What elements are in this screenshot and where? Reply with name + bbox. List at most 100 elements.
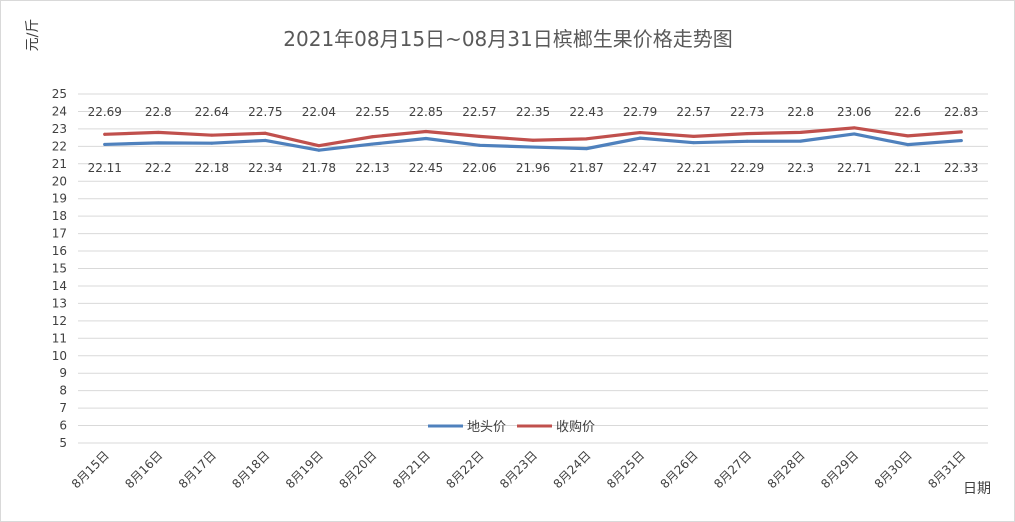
data-point-0 xyxy=(103,142,107,146)
data-label-0: 22.45 xyxy=(409,161,443,175)
y-tick-label: 7 xyxy=(59,401,67,415)
data-point-0 xyxy=(959,139,963,143)
x-tick-label: 8月19日 xyxy=(283,448,326,491)
data-point-1 xyxy=(156,130,160,134)
data-label-0: 22.18 xyxy=(195,161,229,175)
data-point-0 xyxy=(692,141,696,145)
data-label-0: 22.2 xyxy=(145,161,172,175)
data-label-1: 22.8 xyxy=(787,105,814,119)
y-tick-label: 9 xyxy=(59,366,67,380)
x-tick-label: 8月26日 xyxy=(658,448,701,491)
y-tick-label: 25 xyxy=(52,87,67,101)
x-tick-label: 8月23日 xyxy=(497,448,540,491)
legend-label-shougoujia: 收购价 xyxy=(556,419,595,435)
y-axis-ticks: 5 6 7 8 9 10 11 12 13 14 15 16 17 18 19 20 21 22 23 24 25 xyxy=(52,87,67,450)
data-point-0 xyxy=(477,143,481,147)
data-label-0: 22.29 xyxy=(730,161,764,175)
x-tick-label: 8月29日 xyxy=(818,448,861,491)
data-point-0 xyxy=(156,141,160,145)
y-tick-label: 18 xyxy=(52,209,67,223)
series-lines xyxy=(103,126,963,152)
data-label-1: 22.83 xyxy=(944,105,978,119)
data-label-0: 22.11 xyxy=(88,161,122,175)
y-tick-label: 6 xyxy=(59,419,67,433)
legend-label-ditoujia: 地头价 xyxy=(467,420,506,435)
x-tick-label: 8月15日 xyxy=(69,448,112,491)
data-label-1: 22.69 xyxy=(88,105,122,119)
data-point-0 xyxy=(210,141,214,145)
data-point-0 xyxy=(745,139,749,143)
data-label-1: 22.85 xyxy=(409,105,443,119)
data-label-1: 22.73 xyxy=(730,105,764,119)
y-tick-label: 24 xyxy=(52,104,67,118)
data-point-0 xyxy=(906,143,910,147)
x-tick-label: 8月27日 xyxy=(711,448,754,491)
data-label-0: 21.87 xyxy=(569,161,603,175)
data-label-0: 22.34 xyxy=(248,161,282,175)
data-point-0 xyxy=(317,148,321,152)
y-tick-label: 21 xyxy=(52,157,67,171)
x-tick-label: 8月28日 xyxy=(765,448,808,491)
data-label-1: 22.57 xyxy=(462,105,496,119)
data-point-1 xyxy=(210,133,214,137)
data-point-0 xyxy=(638,136,642,140)
y-tick-label: 5 xyxy=(59,436,67,450)
data-point-1 xyxy=(799,130,803,134)
data-point-0 xyxy=(585,147,589,151)
y-tick-label: 16 xyxy=(52,244,67,258)
data-label-1: 22.64 xyxy=(195,105,229,119)
data-point-1 xyxy=(477,134,481,138)
y-tick-label: 15 xyxy=(52,262,67,276)
y-tick-label: 10 xyxy=(52,349,67,363)
y-tick-label: 14 xyxy=(52,279,67,293)
data-label-0: 22.3 xyxy=(787,161,814,175)
data-label-1: 22.35 xyxy=(516,105,550,119)
chart-title: 2021年08月15日~08月31日槟榔生果价格走势图 xyxy=(283,27,732,51)
data-label-1: 22.04 xyxy=(302,105,336,119)
legend: 地头价 收购价 xyxy=(428,419,595,435)
data-label-1: 22.57 xyxy=(676,105,710,119)
data-point-1 xyxy=(263,131,267,135)
data-label-0: 22.13 xyxy=(355,161,389,175)
x-tick-label: 8月20日 xyxy=(336,448,379,491)
y-tick-label: 22 xyxy=(52,139,67,153)
data-point-1 xyxy=(852,126,856,130)
data-point-1 xyxy=(103,132,107,136)
data-label-0: 22.06 xyxy=(462,161,496,175)
x-tick-label: 8月22日 xyxy=(444,448,487,491)
data-point-0 xyxy=(370,142,374,146)
data-label-1: 22.8 xyxy=(145,105,172,119)
data-label-1: 22.55 xyxy=(355,105,389,119)
data-point-1 xyxy=(370,135,374,139)
data-point-0 xyxy=(531,145,535,149)
y-tick-label: 12 xyxy=(52,314,67,328)
data-label-0: 22.21 xyxy=(676,161,710,175)
data-point-1 xyxy=(531,138,535,142)
data-label-0: 21.96 xyxy=(516,161,550,175)
data-label-0: 22.1 xyxy=(894,161,921,175)
x-tick-label: 8月21日 xyxy=(390,448,433,491)
x-axis-title: 日期 xyxy=(963,481,991,497)
y-tick-label: 23 xyxy=(52,122,67,136)
x-tick-label: 8月16日 xyxy=(122,448,165,491)
data-point-1 xyxy=(638,131,642,135)
data-point-1 xyxy=(317,144,321,148)
data-label-1: 22.43 xyxy=(569,105,603,119)
y-tick-label: 8 xyxy=(59,384,67,398)
y-tick-label: 17 xyxy=(52,227,67,241)
data-point-1 xyxy=(692,134,696,138)
x-tick-label: 8月18日 xyxy=(229,448,272,491)
data-point-1 xyxy=(424,130,428,134)
data-point-0 xyxy=(263,138,267,142)
x-tick-label: 8月17日 xyxy=(176,448,219,491)
data-point-1 xyxy=(745,132,749,136)
data-point-0 xyxy=(424,136,428,140)
y-tick-label: 19 xyxy=(52,192,67,206)
y-tick-label: 20 xyxy=(52,174,67,188)
x-tick-label: 8月24日 xyxy=(551,448,594,491)
data-label-0: 22.33 xyxy=(944,161,978,175)
x-axis-ticks: 8月15日 8月16日 8月17日 8月18日 8月19日 8月20日 8月21日 8月22日… xyxy=(69,448,969,491)
y-tick-label: 11 xyxy=(52,331,67,345)
